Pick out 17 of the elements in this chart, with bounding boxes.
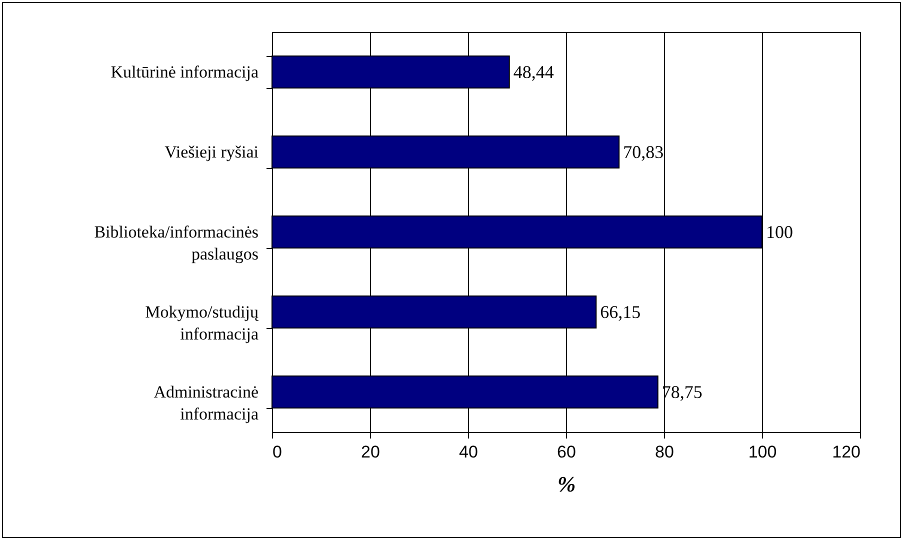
x-axis-title: % [557, 472, 576, 496]
y-tick-label: Viešieji ryšiai [164, 142, 259, 162]
x-tick-label: 40 [459, 442, 478, 462]
data-label: 48,44 [513, 62, 554, 82]
y-tick-label: Biblioteka/informacinės paslaugos [94, 222, 258, 264]
x-tick-label: 0 [272, 442, 282, 462]
y-tick-label: Kultūrinė informacija [110, 62, 259, 82]
y-tick-label: Administracinė informacija [154, 382, 259, 424]
x-tick-label: 120 [832, 442, 860, 462]
data-label: 70,83 [623, 142, 664, 162]
x-tick-label: 60 [557, 442, 576, 462]
x-tick-label: 100 [748, 442, 777, 462]
x-tick-label: 80 [655, 442, 674, 462]
data-label: 100 [766, 222, 793, 242]
data-label: 66,15 [600, 302, 641, 322]
x-tick-label: 20 [361, 442, 380, 462]
y-tick-label: Mokymo/studijų informacija [145, 302, 259, 344]
